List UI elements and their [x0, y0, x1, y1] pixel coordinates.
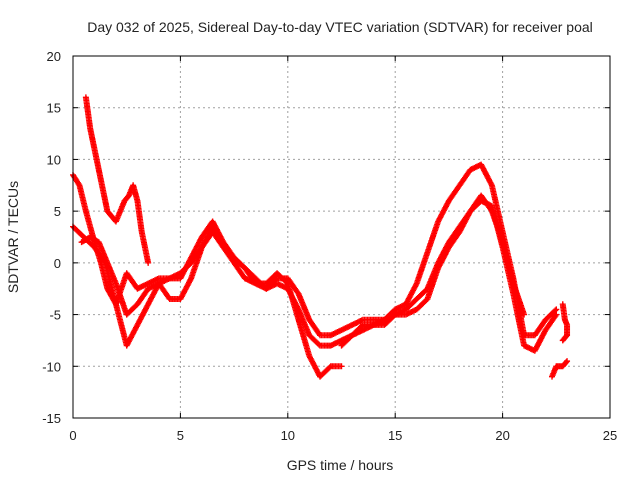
data-point — [75, 180, 82, 187]
series — [549, 358, 571, 380]
data-point — [563, 359, 570, 366]
data-points — [70, 94, 571, 380]
x-tick-label: 0 — [69, 428, 76, 443]
y-tick-label: 10 — [47, 152, 61, 167]
data-point — [564, 358, 571, 365]
data-point — [553, 306, 560, 313]
series — [559, 301, 571, 344]
data-point — [559, 337, 566, 344]
x-tick-label: 15 — [388, 428, 402, 443]
plot-frame — [72, 55, 611, 419]
y-axis-label: SDTVAR / TECUs — [5, 181, 21, 293]
x-axis-label: GPS time / hours — [287, 457, 394, 473]
series — [78, 223, 345, 380]
data-point — [560, 336, 567, 343]
y-tick-label: 15 — [47, 101, 61, 116]
data-point — [145, 259, 152, 266]
y-tick-label: -15 — [42, 411, 61, 426]
x-axis-ticks: 0 5 10 15 20 25 — [69, 56, 617, 443]
data-point — [553, 311, 560, 318]
y-tick-label: 0 — [54, 256, 61, 271]
series — [338, 192, 528, 349]
data-point — [338, 363, 345, 370]
y-tick-label: -10 — [42, 359, 61, 374]
data-point — [521, 311, 528, 318]
series — [82, 94, 152, 266]
x-tick-label: 20 — [495, 428, 509, 443]
y-axis-ticks: -15 -10 -5 0 5 10 15 20 — [42, 49, 610, 426]
x-tick-label: 5 — [177, 428, 184, 443]
data-point — [552, 307, 559, 314]
y-tick-label: -5 — [49, 308, 61, 323]
data-point — [552, 312, 559, 319]
x-tick-label: 10 — [281, 428, 295, 443]
y-tick-label: 5 — [54, 204, 61, 219]
y-tick-label: 20 — [47, 49, 61, 64]
chart-title: Day 032 of 2025, Sidereal Day-to-day VTE… — [87, 19, 593, 35]
x-tick-label: 25 — [603, 428, 617, 443]
